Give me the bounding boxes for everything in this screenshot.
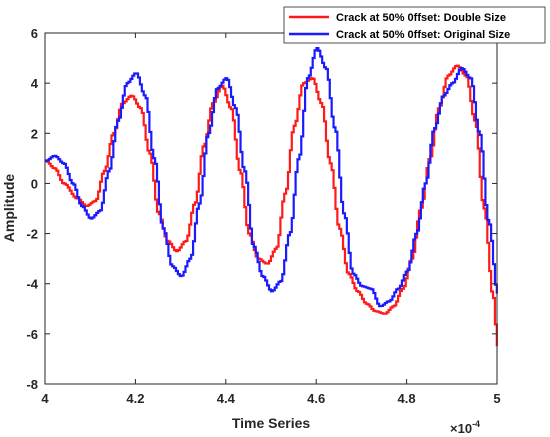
x-tick-label: 5 (493, 391, 500, 406)
x-exponent-base: ×10 (450, 421, 472, 436)
y-tick-label: 4 (31, 76, 39, 91)
plot-background (45, 33, 497, 384)
x-tick-label: 4.6 (307, 391, 325, 406)
x-ticks: 4 4.2 4.4 4.6 4.8 5 (41, 33, 501, 406)
legend-box (283, 6, 546, 44)
legend-entry-original: Crack at 50% 0ffset: Original Size (336, 29, 510, 41)
series-line-1 (45, 46, 498, 308)
plot-frame (44, 32, 498, 385)
y-axis-label: Amplitude (1, 174, 17, 243)
x-tick-label: 4.2 (126, 391, 144, 406)
y-tick-label: 0 (31, 176, 38, 191)
legend: Crack at 50% 0ffset: Double Size Crack a… (283, 6, 546, 44)
x-tick-label: 4 (41, 391, 49, 406)
x-exponent-power: -4 (472, 419, 480, 429)
legend-entry-double: Crack at 50% 0ffset: Double Size (336, 12, 506, 24)
x-tick-label: 4.8 (398, 391, 416, 406)
series-layer (45, 46, 498, 347)
x-exponent-label: ×10-4 (450, 419, 480, 436)
y-tick-label: -4 (26, 277, 38, 292)
y-ticks: -8 -6 -4 -2 0 2 4 6 (26, 26, 497, 392)
x-tick-label: 4.4 (217, 391, 236, 406)
y-tick-label: -8 (26, 377, 38, 392)
x-axis-label: Time Series (232, 415, 311, 431)
y-tick-label: -2 (26, 227, 38, 242)
y-tick-label: 2 (31, 126, 38, 141)
y-tick-label: -6 (26, 327, 38, 342)
y-tick-label: 6 (31, 26, 38, 41)
